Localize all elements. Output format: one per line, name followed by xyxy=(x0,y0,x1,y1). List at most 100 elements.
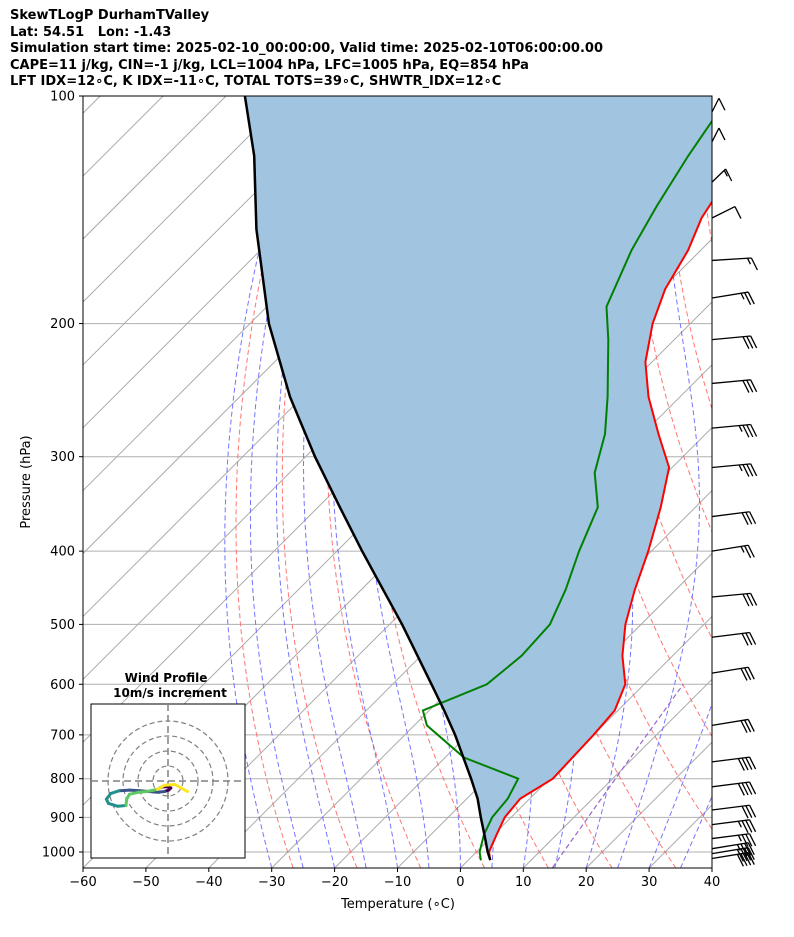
temperature-line xyxy=(487,200,712,861)
wind-barb xyxy=(711,718,755,733)
x-tick-label: −40 xyxy=(195,875,222,890)
barb-flag xyxy=(744,852,752,866)
dry-adiabat xyxy=(696,96,712,247)
barb-staff xyxy=(711,205,736,219)
y-tick-label: 800 xyxy=(50,772,75,787)
x-tick-label: 20 xyxy=(578,875,595,890)
wind-barb xyxy=(711,168,733,183)
hodograph-title: Wind Profile xyxy=(125,671,208,685)
barb-flag xyxy=(747,847,755,860)
cape-shading xyxy=(244,96,712,861)
barb-flag xyxy=(740,843,748,857)
wind-barb xyxy=(711,205,742,219)
barb-staff xyxy=(711,335,751,341)
barb-staff xyxy=(711,257,752,262)
isotherm xyxy=(83,96,290,303)
barb-flag xyxy=(742,380,750,393)
barb-half xyxy=(740,546,745,553)
barb-flag xyxy=(718,97,726,111)
barb-flag xyxy=(744,667,752,681)
barb-flag xyxy=(745,820,753,833)
barb-half xyxy=(740,292,745,300)
barb-flag xyxy=(741,834,749,848)
wind-barb xyxy=(711,257,758,271)
mixing-ratio-line xyxy=(551,683,684,868)
barb-flag xyxy=(747,842,755,856)
barb-flag xyxy=(736,849,744,862)
barb-staff xyxy=(711,463,751,469)
barb-half xyxy=(737,820,742,828)
wind-barb xyxy=(711,847,755,862)
profile-lines xyxy=(243,96,712,861)
moist-adiabat xyxy=(276,96,339,868)
barb-flag xyxy=(749,804,757,818)
parcel-line xyxy=(243,96,492,861)
barb-half xyxy=(737,834,742,842)
barb-flag xyxy=(744,719,752,733)
barb-staff xyxy=(711,781,750,788)
dry-adiabat xyxy=(763,96,794,868)
x-tick-label: 40 xyxy=(704,875,721,890)
isotherm xyxy=(522,678,712,868)
hodograph-segment xyxy=(163,783,177,787)
barb-staff xyxy=(711,291,749,299)
hodograph-segment xyxy=(128,790,141,796)
barb-staff xyxy=(711,423,751,429)
barb-staff xyxy=(711,842,749,850)
y-tick-label: 200 xyxy=(50,317,75,332)
location-line: Lat: 54.51 Lon: -1.43 xyxy=(10,24,172,40)
wind-barb xyxy=(711,423,758,438)
barb-staff xyxy=(711,544,749,552)
barb-half xyxy=(736,844,741,851)
barb-flag xyxy=(750,379,758,393)
barb-flag xyxy=(741,633,749,646)
barb-flag xyxy=(737,783,745,796)
isotherm xyxy=(83,96,101,114)
y-tick-label: 700 xyxy=(50,728,75,743)
dry-adiabat xyxy=(281,96,358,868)
hodograph-inset: Wind Profile 10m/s increment xyxy=(90,671,246,859)
cape-area xyxy=(244,96,712,861)
x-axis-ticks: −60 −50 −40 −30 −20 −10 0 10 20 30 40 xyxy=(69,868,720,890)
isotherm xyxy=(83,96,353,366)
wind-barb xyxy=(711,511,757,526)
barb-flag xyxy=(741,512,749,526)
wind-barb xyxy=(711,631,757,646)
y-axis-ticks: 100 200 300 400 500 600 700 800 900 1000 xyxy=(42,90,83,860)
barb-flag xyxy=(750,424,758,437)
hodograph-segment xyxy=(107,801,120,808)
wind-barb xyxy=(711,666,755,681)
moist-adiabat xyxy=(224,96,303,868)
barb-flag xyxy=(746,336,754,349)
barb-staff xyxy=(711,168,727,183)
indices-line-1: CAPE=11 j/kg, CIN=-1 j/kg, LCL=1004 hPa,… xyxy=(10,57,529,73)
barb-staff xyxy=(711,631,750,638)
y-tick-label: 100 xyxy=(50,90,75,105)
x-tick-label: −20 xyxy=(321,875,348,890)
barb-flag xyxy=(745,805,753,818)
barb-flag xyxy=(747,291,755,305)
wind-barb xyxy=(711,842,755,857)
barb-staff xyxy=(711,847,749,855)
barb-flag xyxy=(742,424,750,438)
barb-flag xyxy=(747,852,755,865)
hodograph-segment xyxy=(117,788,131,793)
barb-flag xyxy=(749,632,757,645)
wind-barb xyxy=(711,756,757,771)
x-tick-label: 30 xyxy=(641,875,658,890)
y-tick-label: 500 xyxy=(50,618,75,633)
barb-half xyxy=(738,464,743,472)
barb-staff xyxy=(711,804,750,811)
y-tick-label: 600 xyxy=(50,678,75,693)
barb-flag xyxy=(734,206,742,219)
isotherm xyxy=(775,96,794,868)
time-line: Simulation start time: 2025-02-10_00:00:… xyxy=(10,41,603,56)
barb-flag xyxy=(749,819,757,833)
barb-staff xyxy=(711,756,750,763)
barb-staff xyxy=(711,379,751,385)
barb-flag xyxy=(741,782,749,796)
wind-barb xyxy=(711,804,757,819)
barb-staff xyxy=(711,819,750,826)
barb-flag xyxy=(742,336,750,349)
